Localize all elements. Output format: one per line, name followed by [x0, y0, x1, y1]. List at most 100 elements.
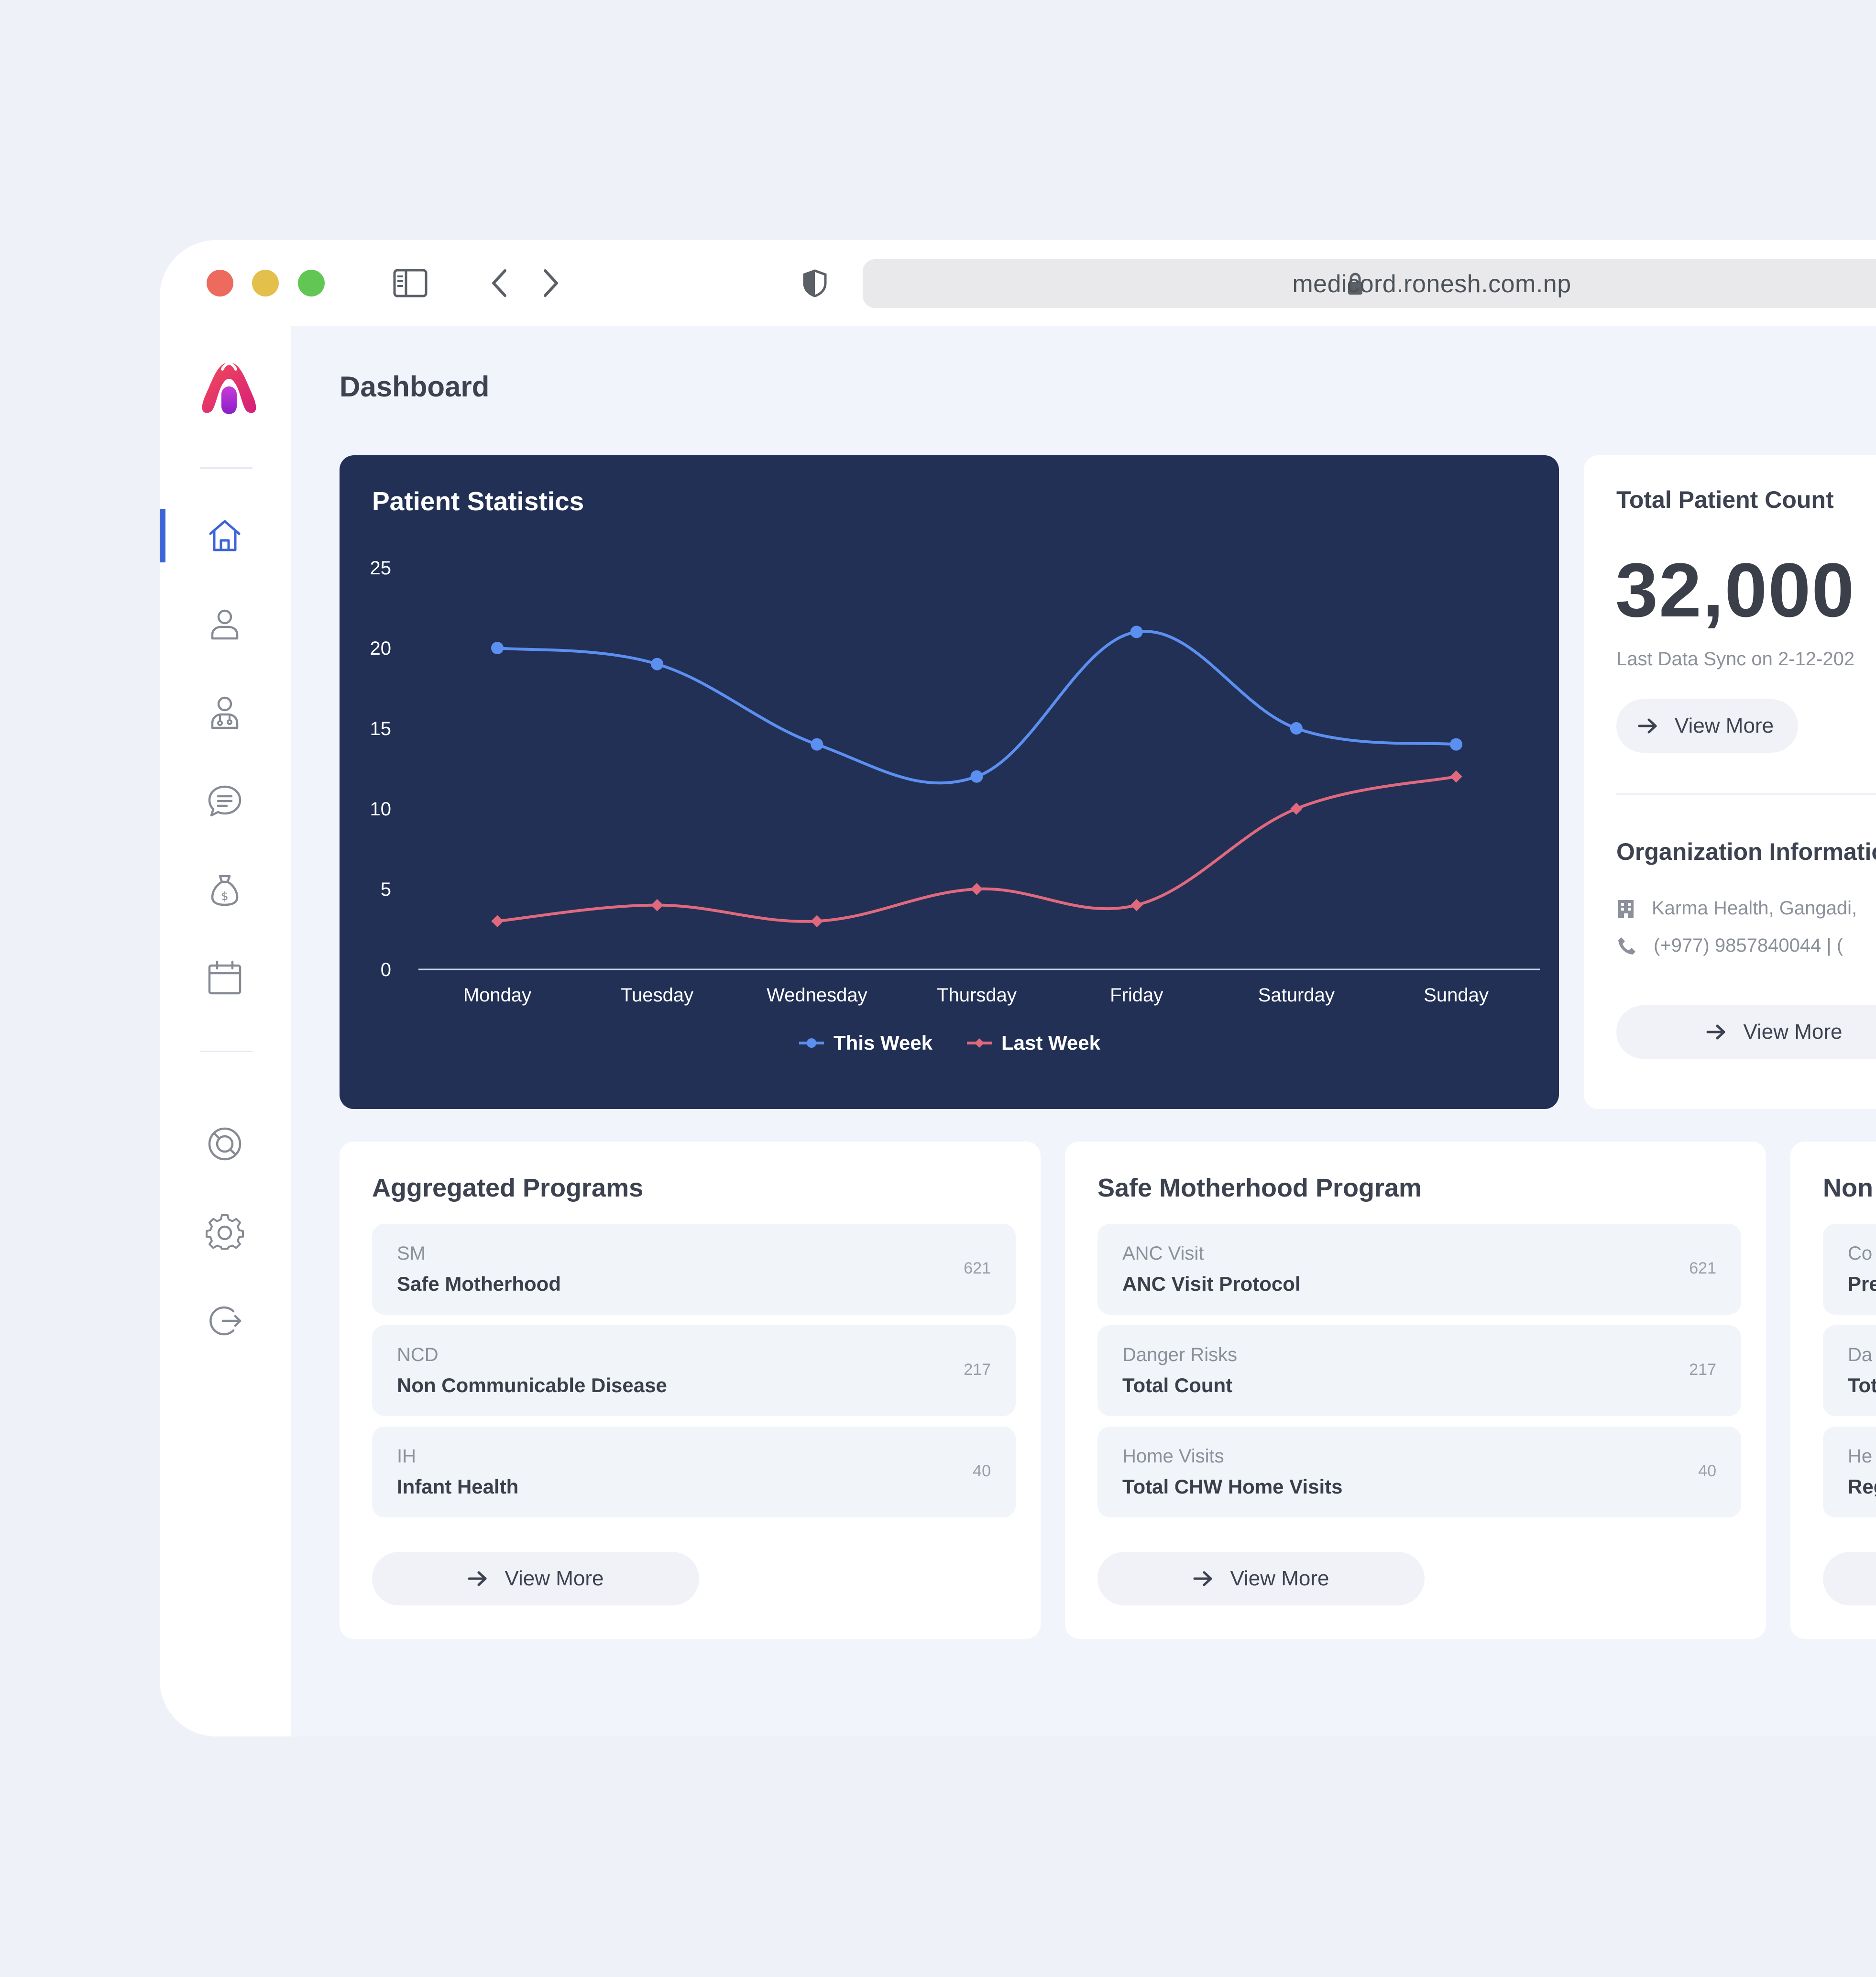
- safe-motherhood-title: Safe Motherhood Program: [1097, 1174, 1422, 1202]
- svg-text:$: $: [221, 890, 228, 903]
- chat-icon: [208, 785, 241, 817]
- total-patient-title: Total Patient Count: [1616, 486, 1834, 513]
- forward-icon[interactable]: [541, 268, 560, 298]
- page-title: Dashboard: [340, 371, 490, 403]
- program-row[interactable]: SM Safe Motherhood 621: [372, 1224, 1016, 1315]
- sidebar-item-messages[interactable]: [201, 777, 249, 825]
- data-point-last-week: [1130, 899, 1143, 912]
- money-bag-icon: $: [211, 875, 239, 906]
- doctor-icon: [211, 696, 239, 729]
- patient-statistics-card: Patient Statistics 0 5 10 15 20 25 Monday Tuesd…: [340, 455, 1559, 1109]
- safe-motherhood-card: Safe Motherhood Program ANC Visit ANC Vi…: [1065, 1142, 1766, 1639]
- program-code: IH: [397, 1446, 416, 1467]
- program-count: 40: [973, 1462, 991, 1480]
- y-tick-label: 5: [381, 879, 391, 900]
- sidebar-toggle-icon[interactable]: [393, 269, 428, 297]
- data-point-this-week: [1450, 738, 1462, 751]
- data-point-last-week: [491, 915, 504, 927]
- user-icon: [211, 609, 239, 640]
- safe-motherhood-view-more-button[interactable]: View More: [1097, 1552, 1425, 1605]
- program-row[interactable]: Danger Risks Total Count 217: [1097, 1325, 1741, 1416]
- legend-last-week[interactable]: Last Week: [966, 1032, 1100, 1054]
- legend-this-week[interactable]: This Week: [798, 1032, 933, 1054]
- sidebar-item-logout[interactable]: [201, 1297, 249, 1345]
- sidebar-divider: [200, 467, 252, 469]
- total-patient-view-more-button[interactable]: View More: [1616, 699, 1798, 753]
- active-indicator: [160, 509, 165, 562]
- organization-phone: (+977) 9857840044 | (: [1616, 935, 1843, 956]
- aggregated-view-more-button[interactable]: View More: [372, 1552, 699, 1605]
- program-row[interactable]: Home Visits Total CHW Home Visits 40: [1097, 1427, 1741, 1517]
- data-point-last-week: [651, 899, 663, 912]
- y-tick-label: 0: [381, 959, 391, 980]
- sidebar-item-support[interactable]: [201, 1120, 249, 1168]
- data-point-this-week: [970, 770, 983, 783]
- program-row[interactable]: NCD Non Communicable Disease 217: [372, 1325, 1016, 1416]
- minimize-window-button[interactable]: [252, 270, 279, 297]
- lock-icon: [1348, 273, 1362, 295]
- program-row[interactable]: IH Infant Health 40: [372, 1427, 1016, 1517]
- sidebar-item-users[interactable]: [201, 600, 249, 648]
- data-point-last-week: [1290, 802, 1303, 815]
- arrow-right-icon: [1706, 1023, 1727, 1041]
- browser-window: medicord.ronesh.com.np: [160, 240, 1876, 1736]
- program-code: NCD: [397, 1344, 439, 1365]
- patient-statistics-chart: 0 5 10 15 20 25 Monday Tuesday Wednesday Thursday…: [370, 558, 1540, 1006]
- x-tick-label: Friday: [1110, 985, 1163, 1006]
- program-row[interactable]: Da Tot: [1823, 1325, 1876, 1416]
- data-point-last-week: [1450, 770, 1462, 783]
- y-tick-label: 25: [370, 558, 392, 579]
- y-tick-label: 20: [370, 638, 392, 659]
- sidebar: $: [160, 326, 291, 1736]
- ncd-program-card: Non Co Pre Da Tot He Reg: [1790, 1142, 1876, 1639]
- program-count: 40: [1698, 1462, 1716, 1480]
- sidebar-item-home[interactable]: [201, 512, 249, 560]
- arrow-right-icon: [1193, 1570, 1214, 1587]
- program-name: Non Communicable Disease: [397, 1374, 667, 1396]
- program-row[interactable]: He Reg: [1823, 1427, 1876, 1517]
- program-name: Reg: [1848, 1475, 1876, 1498]
- close-window-button[interactable]: [207, 270, 233, 297]
- program-name: Pre: [1848, 1273, 1876, 1295]
- x-tick-label: Sunday: [1424, 985, 1489, 1006]
- program-code: Da: [1848, 1344, 1873, 1365]
- phone-icon: [1618, 937, 1635, 955]
- organization-address-text: Karma Health, Gangadi,: [1652, 898, 1857, 919]
- maximize-window-button[interactable]: [298, 270, 325, 297]
- program-row[interactable]: Co Pre: [1823, 1224, 1876, 1315]
- calendar-icon: [208, 960, 241, 995]
- program-name: Total CHW Home Visits: [1122, 1475, 1343, 1498]
- data-point-last-week: [970, 883, 983, 895]
- ncd-view-more-button[interactable]: [1823, 1552, 1876, 1605]
- program-count: 217: [1689, 1361, 1716, 1379]
- view-more-label: View More: [505, 1567, 604, 1590]
- aggregated-programs-title: Aggregated Programs: [372, 1174, 644, 1202]
- organization-phone-text: (+977) 9857840044 | (: [1654, 935, 1843, 956]
- data-point-this-week: [491, 642, 504, 654]
- ncd-program-title: Non: [1823, 1174, 1873, 1202]
- program-code: Danger Risks: [1122, 1344, 1238, 1365]
- program-code: ANC Visit: [1122, 1243, 1204, 1264]
- address-bar[interactable]: medicord.ronesh.com.np: [863, 259, 1876, 308]
- url-text: medicord.ronesh.com.np: [1292, 270, 1571, 298]
- program-code: Home Visits: [1122, 1446, 1224, 1467]
- organization-view-more-button[interactable]: View More: [1616, 1005, 1876, 1059]
- back-icon[interactable]: [490, 268, 509, 298]
- shield-icon[interactable]: [802, 269, 827, 297]
- sidebar-item-calendar[interactable]: [201, 954, 249, 1002]
- sidebar-item-settings[interactable]: [201, 1208, 249, 1256]
- medicord-logo: [202, 362, 256, 414]
- sidebar-item-doctors[interactable]: [201, 689, 249, 736]
- program-row[interactable]: ANC Visit ANC Visit Protocol 621: [1097, 1224, 1741, 1315]
- program-code: Co: [1848, 1243, 1873, 1264]
- program-count: 217: [964, 1361, 991, 1379]
- x-tick-label: Saturday: [1258, 985, 1335, 1006]
- data-point-last-week: [811, 915, 823, 927]
- program-name: Safe Motherhood: [397, 1273, 561, 1295]
- x-tick-label: Thursday: [937, 985, 1017, 1006]
- total-patient-count: 32,000: [1615, 547, 1855, 633]
- program-code: SM: [397, 1243, 426, 1264]
- sidebar-item-finance[interactable]: $: [201, 866, 249, 913]
- building-icon: [1618, 900, 1634, 918]
- series-line-last-week: [497, 775, 1457, 923]
